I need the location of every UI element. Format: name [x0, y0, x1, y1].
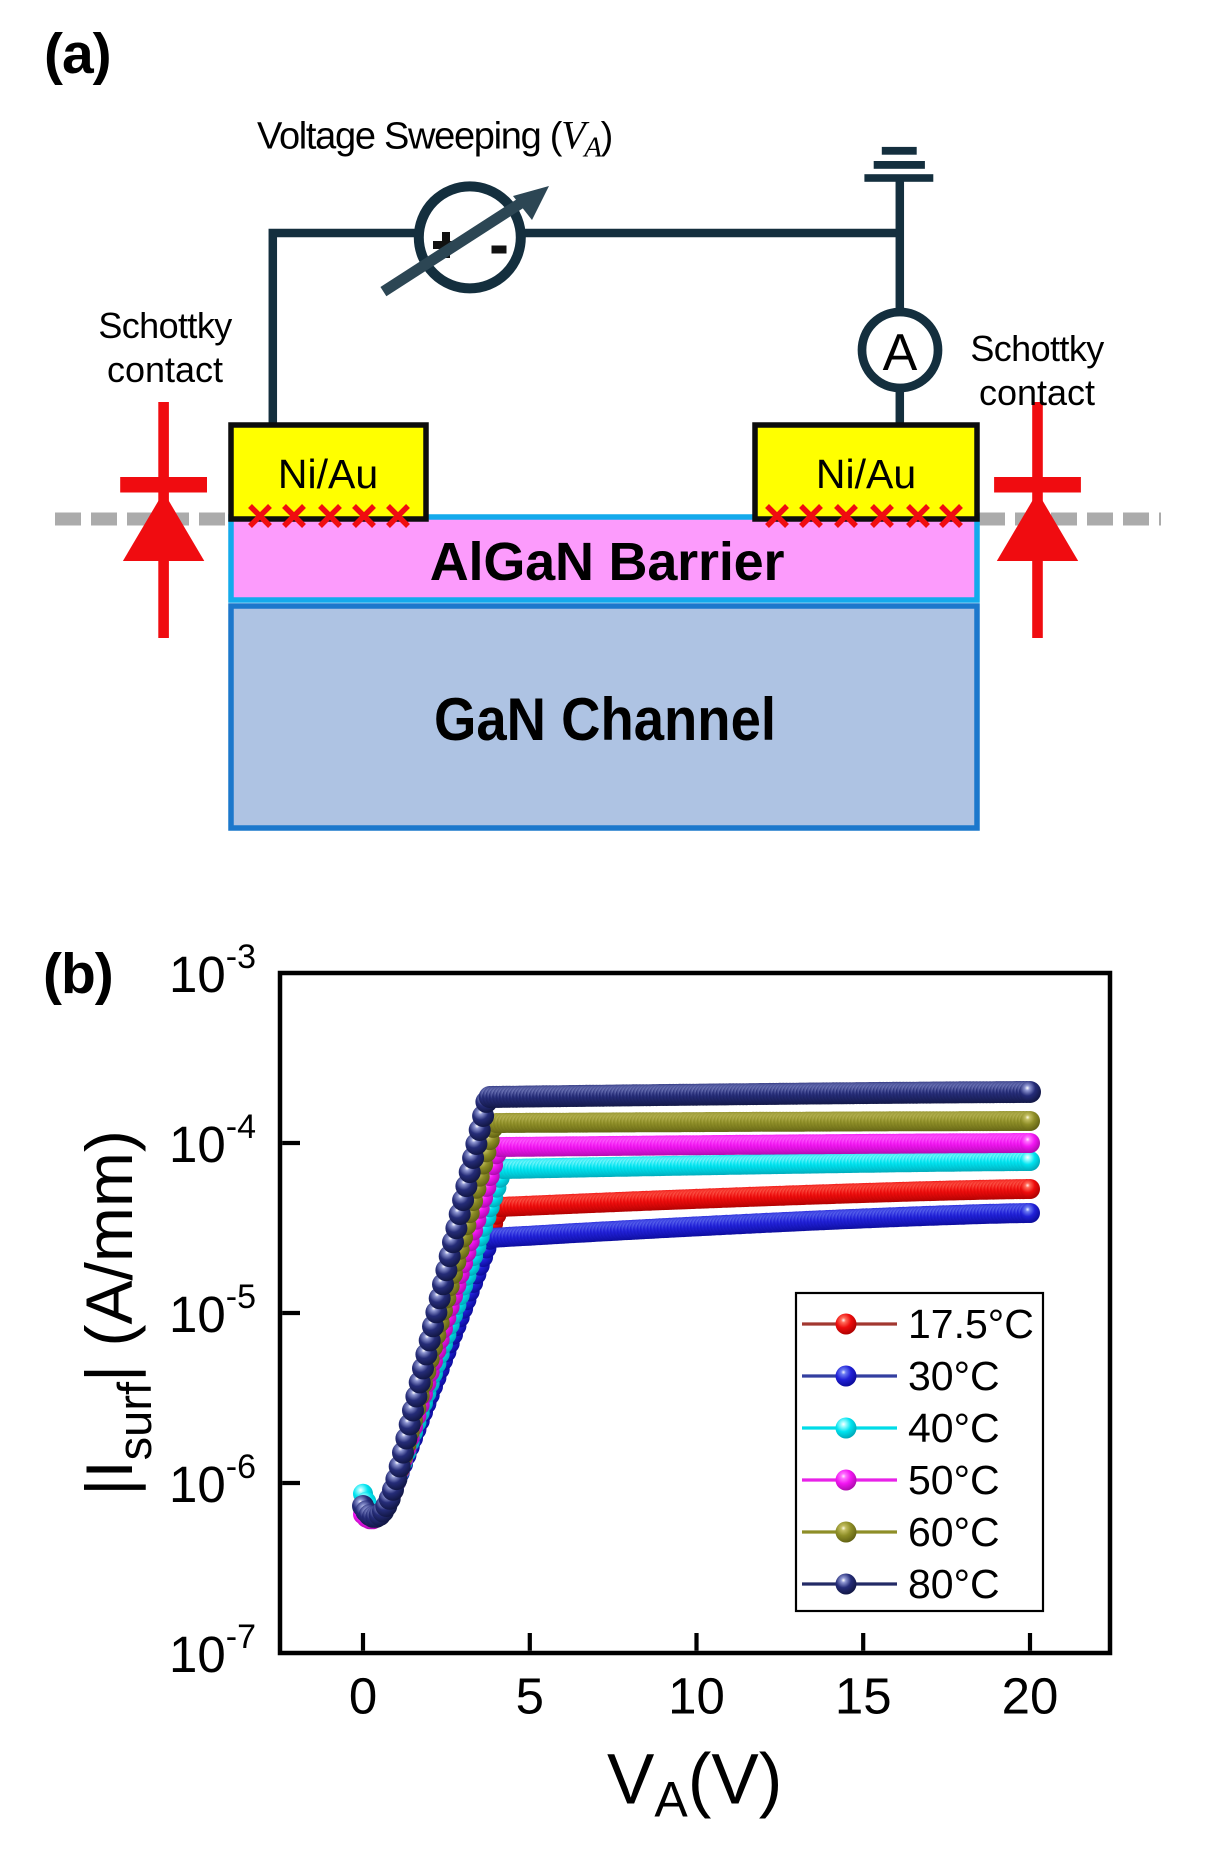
svg-text:10-5: 10-5 [169, 1278, 256, 1343]
svg-text:40°C: 40°C [908, 1405, 1000, 1451]
svg-text:0: 0 [349, 1668, 377, 1725]
svg-text:20: 20 [1002, 1668, 1059, 1725]
svg-text:contact: contact [979, 372, 1095, 413]
svg-text:30°C: 30°C [908, 1353, 1000, 1399]
svg-text:contact: contact [107, 349, 223, 390]
svg-text:A: A [883, 324, 918, 382]
svg-text:Voltage Sweeping (VA): Voltage Sweeping (VA) [257, 113, 612, 164]
svg-text:Ni/Au: Ni/Au [816, 451, 916, 497]
svg-text:GaN Channel: GaN Channel [434, 687, 776, 754]
svg-text:60°C: 60°C [908, 1509, 1000, 1555]
svg-text:10-7: 10-7 [169, 1618, 256, 1683]
svg-text:50°C: 50°C [908, 1457, 1000, 1503]
svg-text:10-6: 10-6 [169, 1448, 256, 1513]
svg-text:10-4: 10-4 [169, 1108, 256, 1173]
svg-text:17.5°C: 17.5°C [908, 1301, 1034, 1347]
svg-text:Schottky: Schottky [98, 305, 232, 346]
svg-text:Schottky: Schottky [970, 328, 1104, 369]
svg-text:10-3: 10-3 [169, 938, 256, 1003]
svg-text:|Isurf| (A/mm): |Isurf| (A/mm) [72, 1130, 161, 1496]
svg-text:15: 15 [835, 1668, 892, 1725]
svg-text:80°C: 80°C [908, 1561, 1000, 1607]
svg-text:(a): (a) [44, 22, 111, 86]
svg-text:Ni/Au: Ni/Au [278, 451, 378, 497]
svg-text:AlGaN Barrier: AlGaN Barrier [430, 532, 785, 592]
svg-text:5: 5 [516, 1668, 544, 1725]
svg-text:10: 10 [668, 1668, 725, 1725]
svg-text:(b): (b) [43, 942, 113, 1006]
svg-text:VA(V): VA(V) [607, 1741, 782, 1828]
